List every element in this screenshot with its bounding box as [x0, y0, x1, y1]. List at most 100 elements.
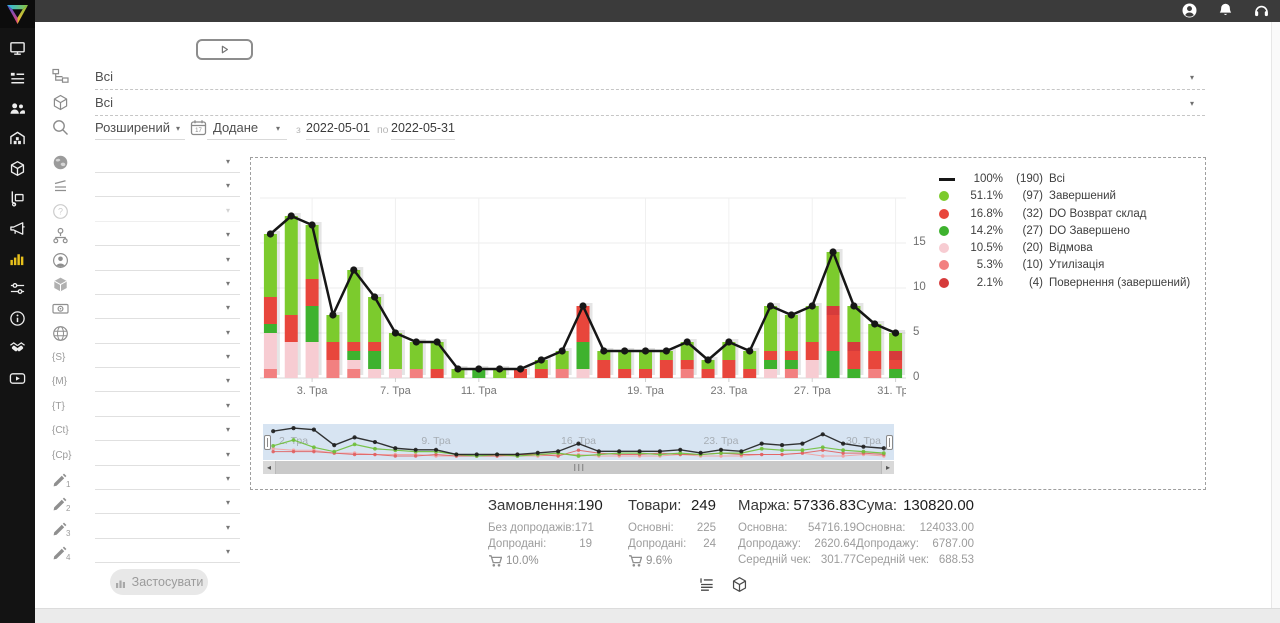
stat-row: Допродажу: 6787.00 [856, 536, 974, 552]
app-logo[interactable] [0, 0, 35, 28]
brush-chart[interactable]: 2. Тра 9. Тра 16. Тра 23. Тра 30. Тра [263, 424, 894, 460]
filter-select-user-circle[interactable]: ▾ [52, 252, 242, 276]
products-view-icon[interactable] [731, 576, 748, 593]
filter-select-price-levels[interactable]: ▾ [52, 178, 242, 202]
stat-row-label: Без допродажів: [488, 522, 575, 534]
select-arrow-icon[interactable]: ▾ [226, 498, 231, 508]
date-field-arrow-icon[interactable]: ▾ [276, 124, 281, 133]
date-from-input[interactable]: 2022-05-01 [306, 121, 370, 135]
select-arrow-icon[interactable]: ▾ [226, 230, 231, 240]
y-axis-tick: 0 [913, 371, 920, 383]
filter-select-money-eye[interactable]: ▾ [52, 300, 242, 324]
pencil-sub-number: 1 [66, 479, 71, 489]
product-filter-value[interactable]: Всі [95, 95, 114, 110]
select-arrow-icon[interactable]: ▾ [226, 547, 231, 557]
filter-select-pencil1[interactable]: 1 ▾ [52, 471, 242, 495]
sidebar-item-products[interactable] [9, 160, 26, 177]
select-underline [95, 172, 240, 173]
sidebar-item-video-tutorials[interactable] [9, 370, 26, 387]
select-arrow-icon[interactable]: ▾ [226, 157, 231, 166]
sidebar-item-info[interactable] [9, 310, 26, 327]
search-mode-arrow-icon[interactable]: ▾ [176, 124, 181, 133]
legend-dot-swatch [939, 260, 949, 271]
filter-select-pencil3[interactable]: 3 ▾ [52, 520, 242, 544]
stat-row: Основна: 54716.19 [738, 520, 856, 536]
select-arrow-icon[interactable]: ▾ [226, 400, 231, 410]
sidebar-item-settings[interactable] [9, 280, 26, 297]
filter-select-ct[interactable]: {Ct} ▾ [52, 422, 242, 446]
sidebar-item-warehouse[interactable] [9, 130, 26, 147]
filter-select-org-tree[interactable]: ▾ [52, 227, 242, 251]
select-arrow-icon[interactable]: ▾ [226, 473, 231, 483]
select-arrow-icon[interactable]: ▾ [226, 376, 231, 386]
date-to-input[interactable]: 2022-05-31 [391, 121, 455, 135]
legend-count: (20) [1022, 242, 1043, 255]
sidebar-item-dashboard[interactable] [9, 40, 26, 57]
select-arrow-icon[interactable]: ▾ [226, 181, 231, 191]
select-arrow-icon[interactable]: ▾ [226, 205, 231, 215]
legend-row[interactable]: 2.1% (4) Повернення (завершений) [939, 277, 1190, 289]
page-scrollbar[interactable] [1271, 22, 1280, 608]
filter-select-t[interactable]: {T} ▾ [52, 398, 242, 422]
stat-row: Допродажу: 2620.64 [738, 536, 856, 552]
summary-list-view-icon[interactable] [698, 576, 715, 593]
product-filter-arrow-icon[interactable]: ▾ [1190, 99, 1195, 108]
date-field-value[interactable]: Додане [213, 120, 259, 135]
bottom-strip [35, 608, 1280, 623]
filter-select-question[interactable]: ? ▾ [52, 203, 242, 227]
legend-row[interactable]: 14.2% (27) DO Завершено [939, 225, 1190, 237]
search-mode-value[interactable]: Розширений [95, 120, 170, 135]
svg-text:?: ? [58, 206, 63, 216]
sidebar-item-analytics[interactable] [9, 250, 26, 267]
select-arrow-icon[interactable]: ▾ [226, 352, 231, 362]
sidebar-item-supply[interactable] [9, 190, 26, 207]
legend-row[interactable]: 10.5% (20) Відмова [939, 242, 1190, 254]
topbar [0, 0, 1280, 22]
scrollbar-grip-icon [573, 464, 584, 471]
account-icon[interactable] [1181, 2, 1198, 19]
select-arrow-icon[interactable]: ▾ [226, 254, 231, 264]
select-arrow-icon[interactable]: ▾ [226, 278, 231, 288]
brush-handle-right[interactable] [886, 435, 893, 450]
legend-row[interactable]: 51.1% (97) Завершений [939, 190, 1190, 202]
sidebar-item-partners[interactable] [9, 340, 26, 357]
status-filter-arrow-icon[interactable]: ▾ [1190, 73, 1195, 82]
notifications-bell-icon[interactable] [1217, 2, 1234, 19]
filter-select-cube-filled[interactable]: ▾ [52, 276, 242, 300]
sidebar-item-customers[interactable] [9, 100, 26, 117]
select-arrow-icon[interactable]: ▾ [226, 425, 231, 435]
video-help-button[interactable] [196, 39, 253, 60]
scroll-right-arrow[interactable]: ▸ [885, 463, 890, 472]
brush-handle-left[interactable] [264, 435, 271, 450]
select-arrow-icon[interactable]: ▾ [226, 327, 231, 337]
brush-scrollbar[interactable]: ◂ ▸ [263, 461, 894, 474]
filter-select-m[interactable]: {M} ▾ [52, 373, 242, 397]
sidebar-item-marketing[interactable] [9, 220, 26, 237]
stat-row: Середній чек: 688.53 [856, 552, 974, 568]
stat-row-value: 225 [696, 522, 716, 534]
orders-chart[interactable]: 3. Тра 7. Тра 11. Тра 19. Тра 23. Тра 27. Тра… [260, 159, 906, 399]
status-filter-underline [95, 89, 1205, 90]
apply-button[interactable]: Застосувати [110, 569, 208, 595]
sidebar-item-orders[interactable] [9, 70, 26, 87]
stat-row-label: Основні: [628, 522, 674, 534]
select-arrow-icon[interactable]: ▾ [226, 449, 231, 459]
scroll-left-arrow[interactable]: ◂ [266, 463, 271, 472]
support-headset-icon[interactable] [1253, 2, 1270, 19]
select-arrow-icon[interactable]: ▾ [226, 522, 231, 532]
filter-select-pencil2[interactable]: 2 ▾ [52, 495, 242, 519]
filter-select-s[interactable]: {S} ▾ [52, 349, 242, 373]
select-arrow-icon[interactable]: ▾ [226, 303, 231, 313]
select-underline [95, 440, 240, 442]
filter-select-cp[interactable]: {Cp} ▾ [52, 447, 242, 471]
stat-row: Основні: 225 [628, 520, 716, 536]
legend-row[interactable]: 16.8% (32) DO Возврат склад [939, 208, 1190, 220]
filter-select-globe-earth[interactable]: ▾ [52, 154, 242, 178]
cp-brace-icon: {Cp} [52, 449, 72, 461]
filter-select-pencil4[interactable]: 4 ▾ [52, 544, 242, 568]
status-filter-value[interactable]: Всі [95, 69, 114, 84]
scrollbar-thumb[interactable] [275, 461, 882, 474]
legend-row[interactable]: 100% (190) Всі [939, 173, 1190, 185]
filter-select-globe-grid[interactable]: ▾ [52, 325, 242, 349]
legend-row[interactable]: 5.3% (10) Утилізація [939, 259, 1190, 271]
